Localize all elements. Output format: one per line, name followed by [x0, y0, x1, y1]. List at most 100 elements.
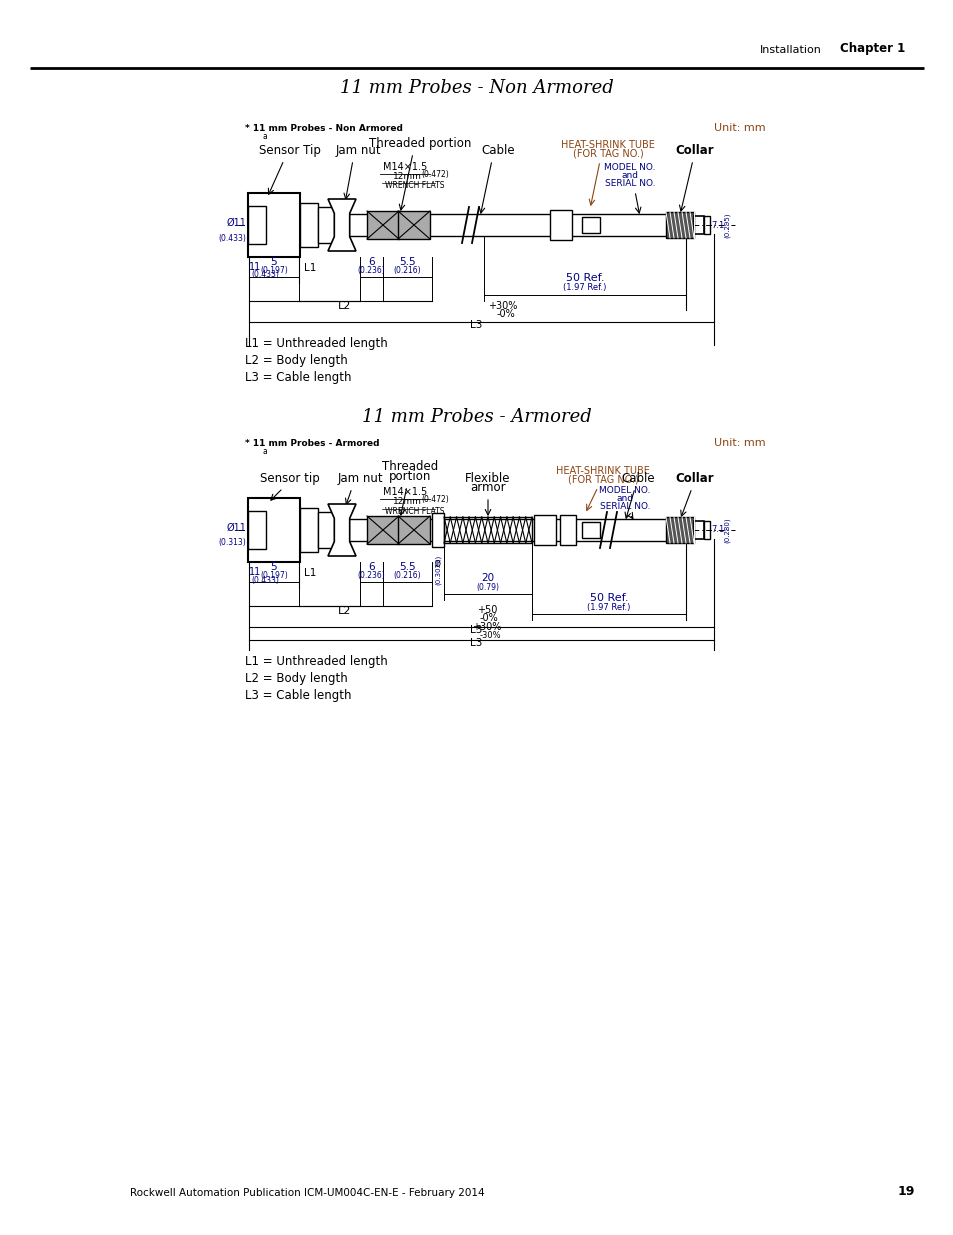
Bar [248, 511, 266, 550]
Bar [703, 216, 709, 233]
Polygon shape [328, 504, 355, 556]
Text: (0.472): (0.472) [420, 495, 448, 504]
Text: (0.197): (0.197) [260, 571, 288, 580]
Bar [581, 217, 599, 233]
Text: M14×1.5: M14×1.5 [382, 162, 427, 172]
Bar [367, 516, 398, 543]
Text: 12mm: 12mm [393, 172, 421, 182]
Text: L1 = Unthreaded length: L1 = Unthreaded length [245, 655, 387, 668]
Text: (0.280): (0.280) [723, 517, 729, 543]
Text: and: and [620, 170, 638, 180]
Text: (1.97 Ref.): (1.97 Ref.) [562, 283, 606, 291]
Text: (0.79): (0.79) [476, 583, 499, 592]
Text: 5.5: 5.5 [398, 562, 416, 572]
Bar [703, 521, 709, 538]
Bar [397, 211, 430, 240]
Text: -30%: -30% [478, 631, 500, 640]
Bar [248, 193, 299, 257]
Text: (FOR TAG NO.): (FOR TAG NO.) [567, 474, 638, 484]
Text: (0.236): (0.236) [357, 571, 385, 580]
Text: Collar: Collar [675, 472, 714, 485]
Text: L3 = Cable length: L3 = Cable length [245, 689, 351, 701]
Bar [299, 214, 685, 236]
Text: (0.197): (0.197) [260, 266, 288, 275]
Bar [581, 522, 599, 538]
Text: L3: L3 [469, 638, 481, 648]
Polygon shape [328, 199, 355, 251]
Text: Unit: mm: Unit: mm [713, 438, 765, 448]
Bar [559, 515, 576, 545]
Text: HEAT-SHRINK TUBE: HEAT-SHRINK TUBE [560, 140, 655, 149]
Text: Ø11: Ø11 [226, 522, 246, 534]
Text: a: a [263, 132, 268, 141]
Text: 50 Ref.: 50 Ref. [565, 273, 603, 283]
Text: (0.295): (0.295) [723, 212, 729, 238]
Bar [665, 212, 693, 238]
Text: M14×1.5: M14×1.5 [382, 487, 427, 496]
Text: SERIAL NO.: SERIAL NO. [604, 179, 655, 188]
Text: (0.216): (0.216) [394, 571, 421, 580]
Bar [443, 517, 532, 543]
Text: Sensor Tip: Sensor Tip [259, 144, 320, 157]
Text: +30%: +30% [488, 301, 517, 311]
Text: 5: 5 [271, 257, 277, 267]
Bar [299, 519, 685, 541]
Text: (0.313): (0.313) [218, 538, 246, 547]
Text: (FOR TAG NO.): (FOR TAG NO.) [572, 148, 642, 158]
Text: MODEL NO.: MODEL NO. [598, 487, 650, 495]
Text: (0.472): (0.472) [420, 170, 448, 179]
Text: MODEL NO.: MODEL NO. [603, 163, 655, 172]
Text: L1: L1 [304, 568, 316, 578]
Bar [367, 211, 398, 240]
Text: L2: L2 [338, 606, 352, 616]
Text: 6: 6 [368, 257, 375, 267]
Bar [693, 216, 703, 233]
Text: Cable: Cable [480, 144, 515, 157]
Text: (0.433): (0.433) [218, 233, 246, 242]
Text: 11 mm Probes - Non Armored: 11 mm Probes - Non Armored [340, 79, 613, 98]
Text: +30%: +30% [472, 622, 501, 632]
Text: L2 = Body length: L2 = Body length [245, 354, 348, 367]
Text: 20: 20 [481, 573, 494, 583]
Text: portion: portion [389, 471, 431, 483]
Text: a: a [263, 447, 268, 456]
Text: (0.433): (0.433) [251, 576, 278, 584]
Bar [317, 513, 337, 548]
Bar [693, 521, 703, 538]
Text: WRENCH FLATS: WRENCH FLATS [385, 182, 444, 190]
Bar [550, 210, 572, 240]
Text: Threaded portion: Threaded portion [369, 137, 471, 149]
Bar [248, 206, 266, 245]
Bar [397, 516, 430, 543]
Text: L1 = Unthreaded length: L1 = Unthreaded length [245, 337, 387, 350]
Text: Installation: Installation [760, 44, 821, 56]
Text: 11 mm Probes - Armored: 11 mm Probes - Armored [362, 408, 591, 426]
Text: 11: 11 [249, 567, 261, 577]
Bar [299, 203, 317, 247]
Text: (1.97 Ref.): (1.97 Ref.) [587, 603, 630, 613]
Bar [317, 207, 337, 243]
Bar [432, 513, 443, 547]
Text: -0%: -0% [479, 613, 497, 622]
Text: 5: 5 [271, 562, 277, 572]
Text: 11: 11 [249, 262, 261, 272]
Text: WRENCH FLATS: WRENCH FLATS [385, 508, 444, 516]
Text: (0.216): (0.216) [394, 266, 421, 275]
Text: Collar: Collar [675, 144, 714, 157]
Bar [248, 498, 299, 562]
Text: Ø11: Ø11 [226, 219, 246, 228]
Text: Flexible: Flexible [465, 472, 510, 485]
Text: 7.1: 7.1 [710, 221, 723, 230]
Text: armor: armor [470, 480, 505, 494]
Text: 7.1: 7.1 [710, 526, 723, 535]
Text: 50 Ref.: 50 Ref. [589, 593, 628, 603]
Text: Sensor tip: Sensor tip [260, 472, 319, 485]
Text: * 11 mm Probes - Non Armored: * 11 mm Probes - Non Armored [245, 124, 402, 133]
Text: HEAT-SHRINK TUBE: HEAT-SHRINK TUBE [556, 466, 649, 475]
Text: L2 = Body length: L2 = Body length [245, 672, 348, 685]
Text: L3 = Cable length: L3 = Cable length [245, 370, 351, 384]
Text: L3: L3 [469, 625, 481, 635]
Text: Ø: Ø [435, 559, 440, 569]
Text: (0.3039): (0.3039) [435, 555, 441, 585]
Text: and: and [616, 494, 633, 503]
